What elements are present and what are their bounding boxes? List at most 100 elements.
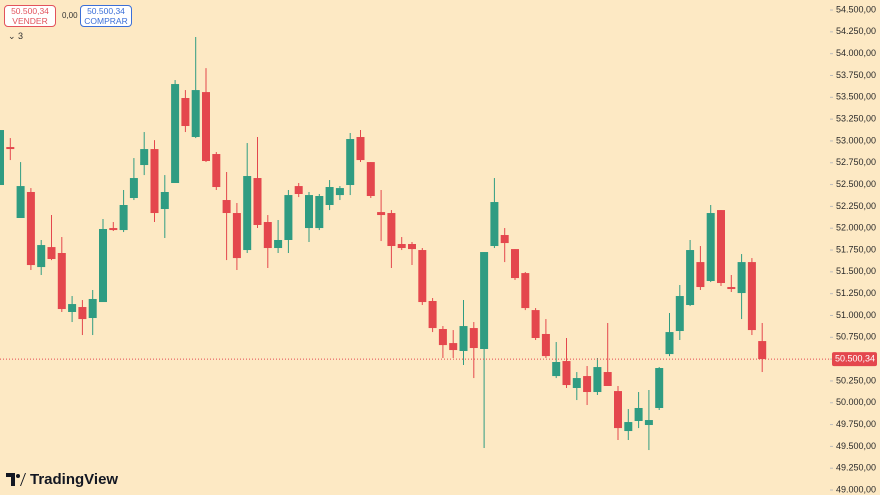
y-tick-label: 53.500,00 <box>836 92 876 102</box>
y-tick-label: 49.750,00 <box>836 419 876 429</box>
candle-body <box>737 262 746 294</box>
candle-body <box>521 273 530 309</box>
price-label-bg <box>832 352 877 367</box>
candle-body <box>583 376 592 393</box>
sell-button[interactable]: 50.500,34 VENDER <box>4 5 56 27</box>
candle-body <box>253 178 262 225</box>
candle-body <box>387 213 396 247</box>
candle-body <box>428 300 437 329</box>
y-tick-label: 51.250,00 <box>836 288 876 298</box>
y-tick-label: 51.750,00 <box>836 244 876 254</box>
candle-body <box>16 186 25 219</box>
candle-body <box>614 391 622 429</box>
candle-body <box>129 178 138 199</box>
y-tick-label: 52.000,00 <box>836 223 876 233</box>
candle-body <box>490 202 499 247</box>
candle-body <box>675 296 684 332</box>
candle-body <box>119 204 128 231</box>
candle-body <box>57 252 66 310</box>
candle-body <box>212 154 221 188</box>
candle-body <box>88 298 97 319</box>
y-tick-label: 49.500,00 <box>836 441 876 451</box>
y-tick-label: 54.000,00 <box>836 48 876 58</box>
candle-body <box>68 304 77 312</box>
candle-body <box>758 341 767 360</box>
candle-body <box>160 191 169 210</box>
candle-body <box>644 420 653 426</box>
candle-body <box>356 137 365 161</box>
candle-body <box>181 98 190 127</box>
candle-body <box>727 287 736 290</box>
candle-body <box>696 262 705 288</box>
candle-body <box>665 332 674 355</box>
candle-body <box>335 188 344 196</box>
candle-body <box>541 333 550 357</box>
candle-body <box>140 149 149 166</box>
candle-body <box>531 310 540 338</box>
y-tick-label: 52.500,00 <box>836 179 876 189</box>
price-label: 50.500,34 <box>835 353 875 363</box>
y-tick-label: 51.000,00 <box>836 310 876 320</box>
brand-name: TradingView <box>30 471 119 488</box>
candle-body <box>706 213 715 282</box>
candle-body <box>469 328 478 349</box>
candle-body <box>6 147 15 150</box>
candle-body <box>37 245 46 268</box>
candle-body <box>572 378 581 389</box>
y-tick-label: 53.000,00 <box>836 135 876 145</box>
y-tick-label: 54.500,00 <box>836 4 876 14</box>
candle-body <box>109 228 118 231</box>
y-tick-label: 52.750,00 <box>836 157 876 167</box>
candle-body <box>325 187 334 205</box>
y-tick-label: 52.250,00 <box>836 201 876 211</box>
candle-body <box>202 92 210 162</box>
candle-body <box>747 262 756 331</box>
buy-button[interactable]: 50.500,34 COMPRAR <box>80 5 132 27</box>
candle-body <box>459 326 468 352</box>
candle-body <box>655 368 664 408</box>
sell-label: VENDER <box>12 15 48 26</box>
candle-body <box>78 307 87 320</box>
candle-body <box>500 235 509 244</box>
indicator-toggle[interactable]: ⌄ 3 <box>8 31 24 41</box>
candle-body <box>150 149 159 214</box>
candle-body <box>294 186 303 195</box>
candle-body <box>686 250 695 306</box>
candle-body <box>305 195 313 229</box>
candle-body <box>449 343 458 351</box>
y-tick-label: 53.250,00 <box>836 113 876 123</box>
candle-body <box>232 213 241 259</box>
candle-body <box>243 176 252 251</box>
candle-body <box>634 407 643 421</box>
candle-body <box>263 222 272 249</box>
y-tick-label: 50.000,00 <box>836 397 876 407</box>
y-tick-label: 49.250,00 <box>836 463 876 473</box>
y-tick-label: 53.750,00 <box>836 70 876 80</box>
candle-body <box>511 249 519 279</box>
candle-body <box>99 228 107 303</box>
candle-body <box>418 250 427 303</box>
candle-body <box>377 212 386 216</box>
spread: 0,00 <box>62 11 78 20</box>
buy-price: 50.500,34 <box>87 6 125 16</box>
y-tick-label: 49.000,00 <box>836 484 876 494</box>
candle-body <box>274 239 283 249</box>
candle-body <box>222 200 231 214</box>
y-tick-label: 50.250,00 <box>836 375 876 385</box>
candle-body <box>480 252 489 349</box>
y-tick-label: 51.500,00 <box>836 266 876 276</box>
sell-price: 50.500,34 <box>11 6 49 16</box>
buy-label: COMPRAR <box>84 15 128 26</box>
candle-body <box>438 329 447 346</box>
candle-body <box>366 162 375 197</box>
candle-body <box>624 422 633 432</box>
candle-body <box>346 139 355 186</box>
candle-body <box>191 90 200 138</box>
candle-body <box>717 210 725 284</box>
candle-body <box>171 84 180 184</box>
brand-logo[interactable]: TradingView <box>6 471 118 488</box>
y-tick-label: 50.750,00 <box>836 332 876 342</box>
indicator-count: 3 <box>18 31 24 41</box>
